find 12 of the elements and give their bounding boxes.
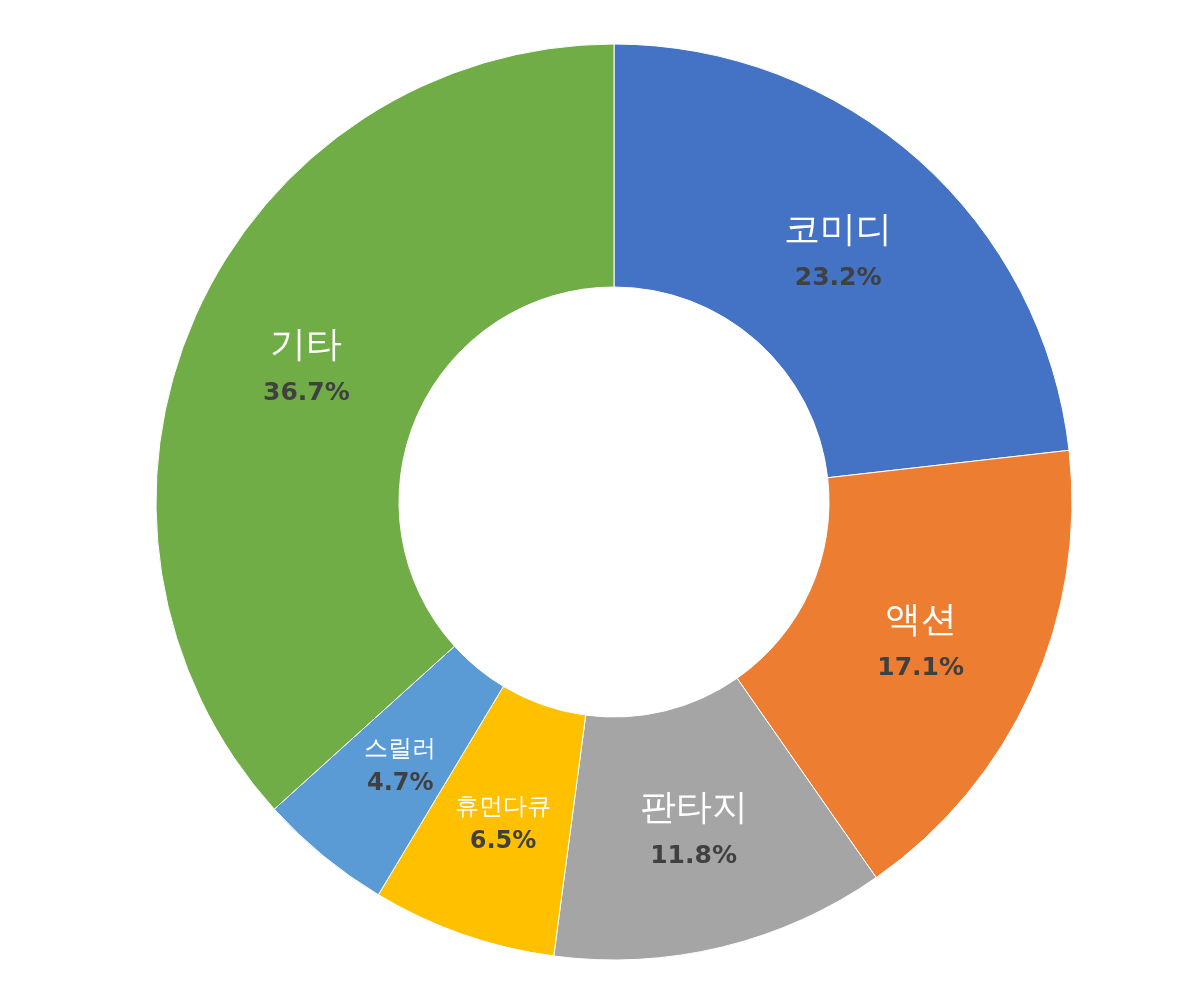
slice-label: 액션 <box>884 597 957 639</box>
slice-label: 코미디 <box>784 208 893 250</box>
slice-label: 휴먼다큐 <box>455 791 551 820</box>
data-label: 17.1% <box>877 651 965 681</box>
slice-label: 판타지 <box>639 786 748 828</box>
data-label: 11.8% <box>650 840 737 870</box>
data-label: 6.5% <box>469 825 537 854</box>
data-label: 23.2% <box>794 262 882 292</box>
data-label: 4.7% <box>367 767 434 796</box>
slice-label: 기타 <box>270 322 343 364</box>
data-label: 36.7% <box>263 376 350 406</box>
slice-label: 스릴러 <box>364 733 437 762</box>
